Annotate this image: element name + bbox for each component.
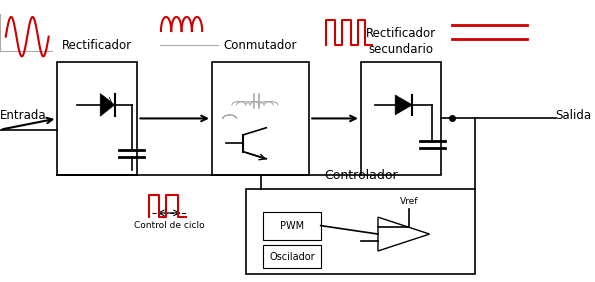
- Bar: [212, 62, 309, 175]
- Bar: [361, 62, 441, 175]
- Text: Rectificador: Rectificador: [62, 39, 133, 52]
- Bar: [264, 245, 321, 268]
- Text: Salida: Salida: [556, 109, 591, 122]
- Text: Oscilador: Oscilador: [270, 252, 315, 262]
- Text: Rectificador
secundario: Rectificador secundario: [366, 27, 436, 56]
- Polygon shape: [395, 95, 412, 115]
- Text: Entrada: Entrada: [0, 109, 46, 122]
- Bar: [264, 212, 321, 240]
- Text: Conmutador: Conmutador: [224, 39, 298, 52]
- Bar: [57, 62, 137, 175]
- Text: Controlador: Controlador: [324, 169, 397, 182]
- Text: Control de ciclo: Control de ciclo: [134, 221, 204, 230]
- Bar: [246, 189, 475, 274]
- Text: PWM: PWM: [280, 221, 304, 231]
- Polygon shape: [100, 94, 115, 116]
- Text: Vref: Vref: [400, 197, 419, 206]
